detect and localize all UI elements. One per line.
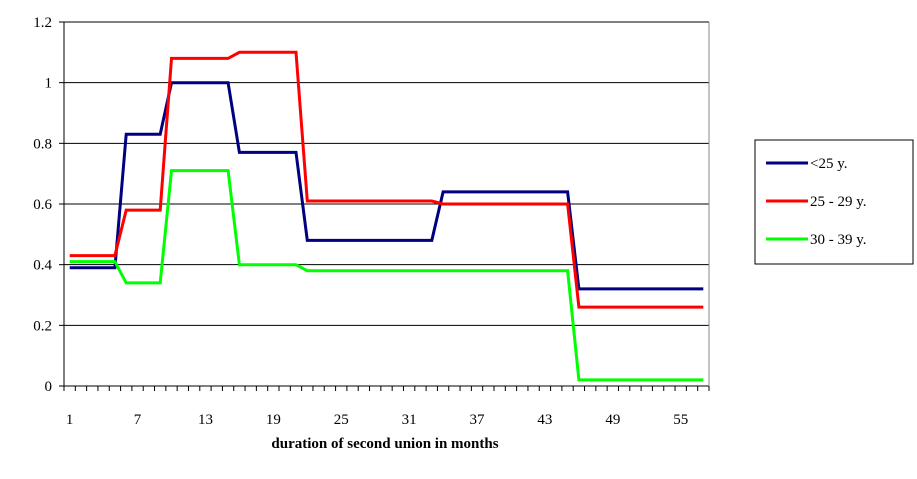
legend-label-1: <25 y. [810,156,848,172]
x-tick-label-43: 43 [537,412,552,428]
series-line-2 [69,50,704,309]
y-axis-ticks: 0 0.2 0.4 0.6 0.8 1 1.2 [33,15,64,395]
y-tick-label-0: 0 [45,379,53,395]
x-tick-label-1: 1 [66,412,74,428]
y-tick-label-1.2: 1.2 [33,15,52,31]
x-tick-label-19: 19 [266,412,281,428]
x-tick-label-55: 55 [673,412,688,428]
x-tick-label-49: 49 [605,412,620,428]
x-tick-label-37: 37 [470,412,486,428]
legend-label-2: 25 - 29 y. [810,194,867,210]
x-axis-label: duration of second union in months [271,436,498,452]
legend-label-3: 30 - 39 y. [810,232,867,248]
y-tick-label-1: 1 [45,76,53,92]
x-tick-label-13: 13 [198,412,213,428]
y-tick-label-0.2: 0.2 [33,318,52,334]
x-tick-label-25: 25 [334,412,349,428]
x-tick-label-31: 31 [402,412,417,428]
y-tick-label-0.6: 0.6 [33,197,52,213]
x-tick-label-7: 7 [134,412,142,428]
series-lines [69,50,704,382]
y-tick-label-0.8: 0.8 [33,136,52,152]
y-tick-label-0.4: 0.4 [33,258,52,274]
legend: <25 y. 25 - 29 y. 30 - 39 y. [754,139,914,265]
series-line-3 [69,169,704,382]
x-axis-ticks: 1 7 13 19 25 31 37 43 49 55 [63,386,710,428]
series-line-1 [69,81,704,291]
